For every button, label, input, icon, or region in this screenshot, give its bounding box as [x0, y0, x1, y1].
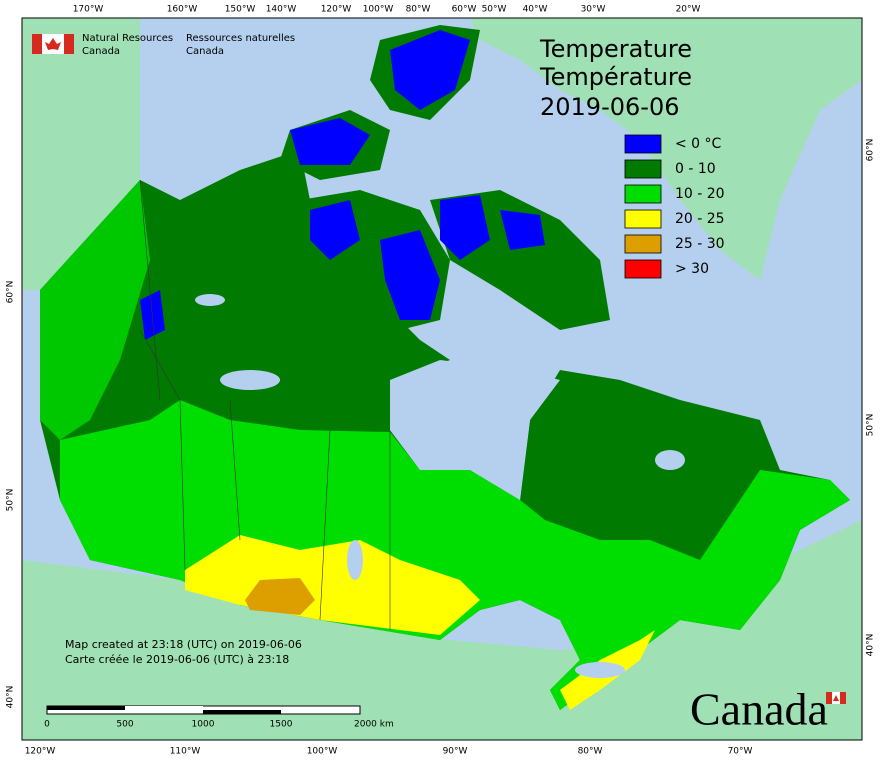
hudson-bay: [390, 360, 560, 500]
graticule-label: 40°N: [6, 686, 16, 709]
legend-label: > 30: [675, 261, 709, 277]
graticule-label: 100°W: [307, 747, 338, 757]
map-title: Température: [539, 63, 692, 91]
scale-label: 0: [44, 720, 50, 730]
united-states: [22, 520, 862, 740]
greenland: [470, 18, 862, 280]
legend-label: 20 - 25: [675, 211, 725, 227]
alaska: [22, 18, 140, 290]
legend-swatch: [624, 234, 662, 254]
graticule-label: 50°N: [866, 414, 876, 437]
legend-swatch: [624, 184, 662, 204]
agency-name: Ressources naturelles: [186, 33, 295, 44]
wordmark-flag: [826, 692, 846, 704]
scale-label: 1000: [192, 720, 215, 730]
legend-label: < 0 °C: [675, 136, 722, 152]
graticule-label: 40°N: [866, 634, 876, 657]
scale-label: 1500: [270, 720, 293, 730]
graticule-label: 120°W: [321, 5, 352, 15]
legend-swatch: [624, 259, 662, 279]
agency-name: Canada: [82, 46, 120, 57]
graticule-label: 40°W: [523, 5, 548, 15]
creation-note: Map created at 23:18 (UTC) on 2019-06-06: [65, 638, 302, 651]
graticule-label: 100°W: [363, 5, 394, 15]
scale-bar: [46, 705, 361, 715]
legend-swatch: [624, 209, 662, 229]
graticule-label: 120°W: [25, 747, 56, 757]
graticule-label: 90°W: [443, 747, 468, 757]
legend-swatch: [624, 159, 662, 179]
agency-name: Canada: [186, 46, 224, 57]
lakes: [195, 294, 685, 678]
legend-label: 10 - 20: [675, 186, 725, 202]
frozen-areas: [140, 30, 545, 340]
map: [21, 17, 863, 741]
graticule-label: 60°N: [6, 281, 16, 304]
legend-swatch: [624, 134, 662, 154]
borders: [139, 179, 391, 630]
legend-label: 25 - 30: [675, 236, 725, 252]
graticule-label: 160°W: [167, 5, 198, 15]
agency-name: Natural Resources: [82, 33, 173, 44]
graticule-label: 30°W: [581, 5, 606, 15]
graticule-label: 50°N: [6, 489, 16, 512]
map-frame: [21, 17, 863, 741]
graticule-label: 150°W: [225, 5, 256, 15]
graticule-label: 140°W: [266, 5, 297, 15]
prairie-hottest: [245, 578, 315, 615]
scale-label: 2000 km: [354, 720, 394, 730]
graticule-label: 80°W: [578, 747, 603, 757]
bc-coast: [40, 180, 150, 440]
flag-icon: [32, 34, 74, 54]
legend-label: 0 - 10: [675, 161, 716, 177]
graticule-label: 60°W: [452, 5, 477, 15]
graticule-label: 70°W: [728, 747, 753, 757]
labels: 170°W 160°W 150°W 140°W 120°W 100°W 80°W 60°W 50…: [6, 5, 876, 757]
graticule-label: 50°W: [482, 5, 507, 15]
graticule-label: 170°W: [73, 5, 104, 15]
map-date: 2019-06-06: [540, 93, 679, 121]
canada-wordmark: Canada: [690, 684, 828, 735]
prairie-hot: [185, 535, 480, 635]
graticule-label: 80°W: [406, 5, 431, 15]
graticule-label: 110°W: [170, 747, 201, 757]
scale-label: 500: [116, 720, 133, 730]
graticule-label: 20°W: [676, 5, 701, 15]
creation-note: Carte créée le 2019-06-06 (UTC) à 23:18: [65, 653, 289, 666]
map-title: Temperature: [539, 35, 692, 63]
graticule-label: 60°N: [866, 139, 876, 162]
